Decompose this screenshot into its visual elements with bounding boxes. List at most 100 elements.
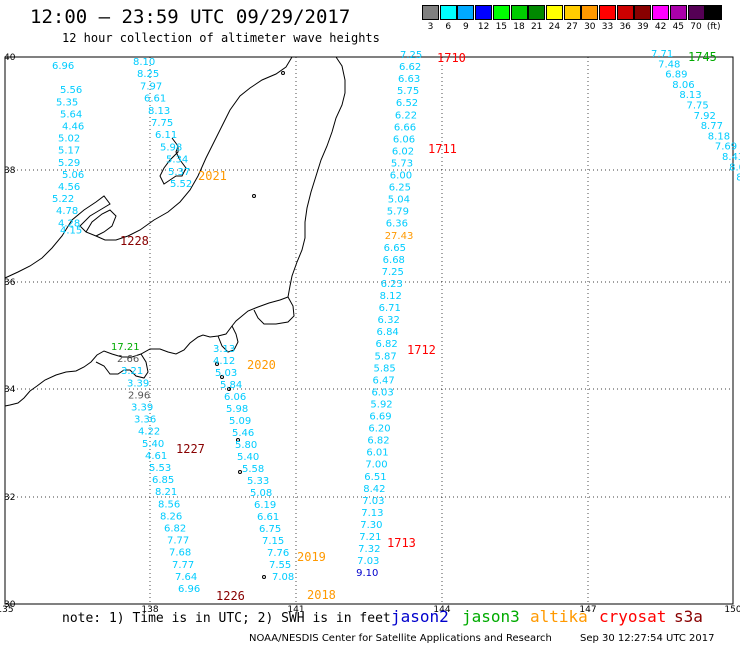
wave-height-value: 5.40 xyxy=(142,439,164,450)
lat-tick-label: 32 xyxy=(4,493,15,503)
legend-label: 33 xyxy=(601,22,614,32)
legend-swatch xyxy=(705,5,723,20)
wave-height-value: 5.22 xyxy=(52,194,74,205)
wave-height-value: 6.32 xyxy=(378,315,400,326)
legend-swatch xyxy=(528,5,546,20)
legend-label: (ft) xyxy=(706,22,721,32)
credit-line: NOAA/NESDIS Center for Satellite Applica… xyxy=(249,633,552,644)
wave-height-value: 4.56 xyxy=(58,182,80,193)
wave-height-value: 8.56 xyxy=(158,499,180,510)
wave-height-value: 2.96 xyxy=(128,390,150,401)
wave-height-value: 6.89 xyxy=(665,70,687,81)
wave-height-value: 6.25 xyxy=(389,183,411,194)
wave-height-value: 4.12 xyxy=(213,356,235,367)
wave-height-value: 5.02 xyxy=(58,134,80,145)
legend-swatch xyxy=(457,5,475,20)
wave-height-value: 7.08 xyxy=(272,572,294,583)
wave-height-value: 6.71 xyxy=(379,303,401,314)
wave-height-value: 5.53 xyxy=(149,463,171,474)
legend-jason2: jason2 xyxy=(391,607,449,626)
wave-height-value: 5.87 xyxy=(375,351,397,362)
axis-ticks: 135 138 141 144 147 150 40 38 36 34 32 30 xyxy=(0,53,740,615)
graticule xyxy=(5,57,733,604)
wave-height-value: 7.75 xyxy=(687,101,709,112)
wave-height-value: 8.12 xyxy=(380,291,402,302)
legend-swatch xyxy=(687,5,705,20)
legend-swatch xyxy=(581,5,599,20)
legend-swatch xyxy=(563,5,581,20)
wave-height-value: 8.42 xyxy=(363,484,385,495)
page-title: 12:00 – 23:59 UTC 09/29/2017 xyxy=(30,6,351,28)
wave-height-value: 5.35 xyxy=(56,97,78,108)
legend-label: 39 xyxy=(637,22,649,32)
lon-tick-label: 135 xyxy=(0,605,14,615)
legend-label: 27 xyxy=(566,22,578,32)
wave-height-value: 7.92 xyxy=(694,111,716,122)
wave-height-value: 4.22 xyxy=(138,427,160,438)
legend-swatch xyxy=(492,5,510,20)
wave-height-value: 6.82 xyxy=(164,524,186,535)
wave-height-value: 5.73 xyxy=(391,158,413,169)
wave-height-value: 5.64 xyxy=(60,109,82,120)
track-time-label: 1712 xyxy=(407,343,436,357)
wave-height-value: 7.03 xyxy=(357,556,379,567)
wave-height-value: 6.03 xyxy=(371,387,393,398)
track-time-label: 2018 xyxy=(307,588,336,602)
wave-height-value: 7.03 xyxy=(362,496,384,507)
lon-tick-label: 141 xyxy=(287,605,304,615)
wave-height-value: 8.25 xyxy=(137,69,159,80)
track-time-labels: 1710 1711 1712 1713 1745 2021 1228 2020 1227 2019… xyxy=(120,50,717,603)
legend-label: 36 xyxy=(619,22,631,32)
legend-jason3: jason3 xyxy=(462,607,520,626)
wave-height-value: 5.09 xyxy=(229,416,251,427)
wave-height-value: 5.40 xyxy=(237,452,259,463)
lon-tick-label: 138 xyxy=(141,605,158,615)
wave-height-value: 6.68 xyxy=(383,255,405,266)
wave-height-value: 8.18 xyxy=(708,131,730,142)
track-time-label: 2021 xyxy=(198,169,227,183)
honshu-coastline xyxy=(4,56,346,407)
wave-height-value: 7.48 xyxy=(658,59,680,70)
wave-height-value: 6.06 xyxy=(224,392,246,403)
wave-height-value: 8.13 xyxy=(679,90,701,101)
wave-height-value: 8. xyxy=(736,173,740,184)
wave-height-value: 5.92 xyxy=(370,399,392,410)
wave-height-value: 7.71 xyxy=(651,49,673,60)
wave-height-value: 5.37 xyxy=(168,167,190,178)
legend-label: 24 xyxy=(548,22,561,32)
wave-height-value: 6.01 xyxy=(366,448,388,459)
wave-height-value: 5.04 xyxy=(388,195,410,206)
legend-swatch xyxy=(439,5,457,20)
wave-height-value: 7.30 xyxy=(360,520,382,531)
wave-height-value: 2.66 xyxy=(117,354,139,365)
wave-height-value: 4.78 xyxy=(56,206,78,217)
noto-outline xyxy=(85,209,117,237)
lon-tick-label: 144 xyxy=(433,605,450,615)
wave-height-value: 6.06 xyxy=(393,134,415,145)
wave-height-value: 7.69 xyxy=(715,142,737,153)
wave-height-value: 6.52 xyxy=(396,98,418,109)
wave-height-value: 5.84 xyxy=(220,380,242,391)
track-time-label: 1713 xyxy=(387,536,416,550)
wave-height-value: 5.80 xyxy=(235,440,257,451)
wave-height-value: 7.21 xyxy=(359,532,381,543)
islet xyxy=(238,470,242,474)
wave-height-value: 7.25 xyxy=(382,267,404,278)
wave-height-value: 6.69 xyxy=(369,412,391,423)
wave-height-value: 9.10 xyxy=(356,568,378,579)
wave-height-value: 5.56 xyxy=(60,85,82,96)
wave-height-value: 3.36 xyxy=(134,415,156,426)
wave-height-value: 7.97 xyxy=(140,81,162,92)
islet xyxy=(252,194,256,198)
legend-swatch xyxy=(545,5,563,20)
wave-height-value: 6.02 xyxy=(392,146,414,157)
legend-label: 12 xyxy=(477,22,490,32)
wave-height-value: 8.21 xyxy=(155,487,177,498)
wave-height-value: 5.33 xyxy=(247,476,269,487)
islet xyxy=(236,438,240,442)
track-time-label: 1226 xyxy=(216,589,245,603)
wave-height-value: 6.82 xyxy=(367,436,389,447)
legend-label: 30 xyxy=(584,22,596,32)
track-time-label: 1228 xyxy=(120,234,149,248)
